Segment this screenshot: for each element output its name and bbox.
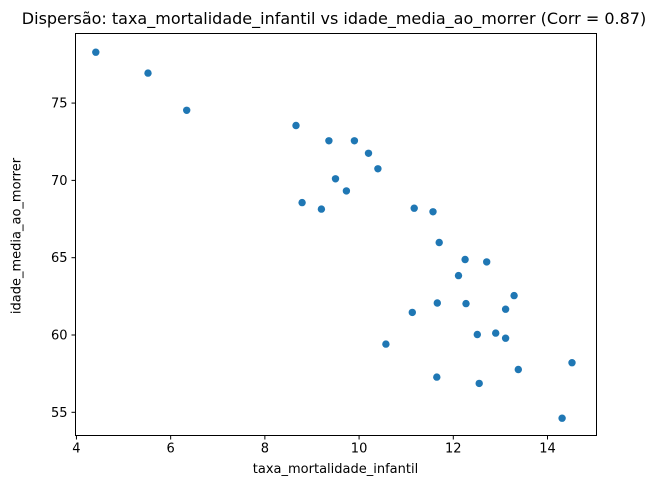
scatter-point: [483, 258, 491, 266]
scatter-point: [492, 329, 500, 337]
x-tick-label: 10: [351, 442, 368, 457]
scatter-point: [374, 165, 382, 173]
scatter-point: [92, 48, 100, 56]
scatter-point: [461, 255, 469, 264]
scatter-point: [568, 359, 576, 367]
scatter-point: [429, 208, 437, 216]
scatter-point: [331, 175, 340, 183]
scatter-point: [342, 187, 351, 195]
x-tick-label: 12: [445, 442, 462, 457]
scatter-point: [350, 137, 359, 145]
x-tick-label: 6: [167, 442, 175, 457]
scatter-point: [433, 373, 441, 381]
y-tick-label: 55: [51, 406, 68, 421]
x-tick-label: 4: [72, 442, 80, 457]
scatter-point: [298, 198, 306, 207]
scatter-point: [144, 69, 152, 77]
scatter-point: [558, 414, 566, 422]
scatter-point: [501, 305, 510, 313]
scatter-point: [514, 365, 522, 374]
chart-title: Dispersão: taxa_mortalidade_infantil vs …: [21, 9, 647, 28]
scatter-point: [454, 271, 463, 280]
scatter-point: [475, 379, 483, 388]
y-tick-label: 60: [51, 329, 68, 344]
y-tick-label: 70: [51, 174, 68, 189]
scatter-point: [325, 137, 333, 145]
scatter-point: [433, 299, 441, 307]
scatter-point: [473, 330, 481, 339]
scatter-point: [382, 340, 390, 348]
scatter-point: [462, 299, 470, 308]
x-tick-label: 14: [539, 442, 556, 457]
scatter-point: [364, 149, 373, 157]
scatter-point: [435, 238, 443, 247]
scatter-point: [501, 334, 510, 342]
scatter-point: [408, 308, 416, 317]
y-tick-label: 65: [51, 251, 68, 266]
y-tick-label: 75: [51, 97, 68, 112]
scatter-point: [183, 106, 191, 115]
scatter-point: [510, 291, 518, 300]
y-axis-label: idade_media_ao_morrer: [9, 157, 25, 315]
scatter-point: [317, 205, 326, 213]
x-axis-label: taxa_mortalidade_infantil: [252, 462, 419, 477]
plot-frame: [75, 33, 597, 436]
scatter-point: [292, 121, 300, 130]
scatter-point: [410, 204, 418, 212]
x-tick-label: 8: [261, 442, 269, 457]
